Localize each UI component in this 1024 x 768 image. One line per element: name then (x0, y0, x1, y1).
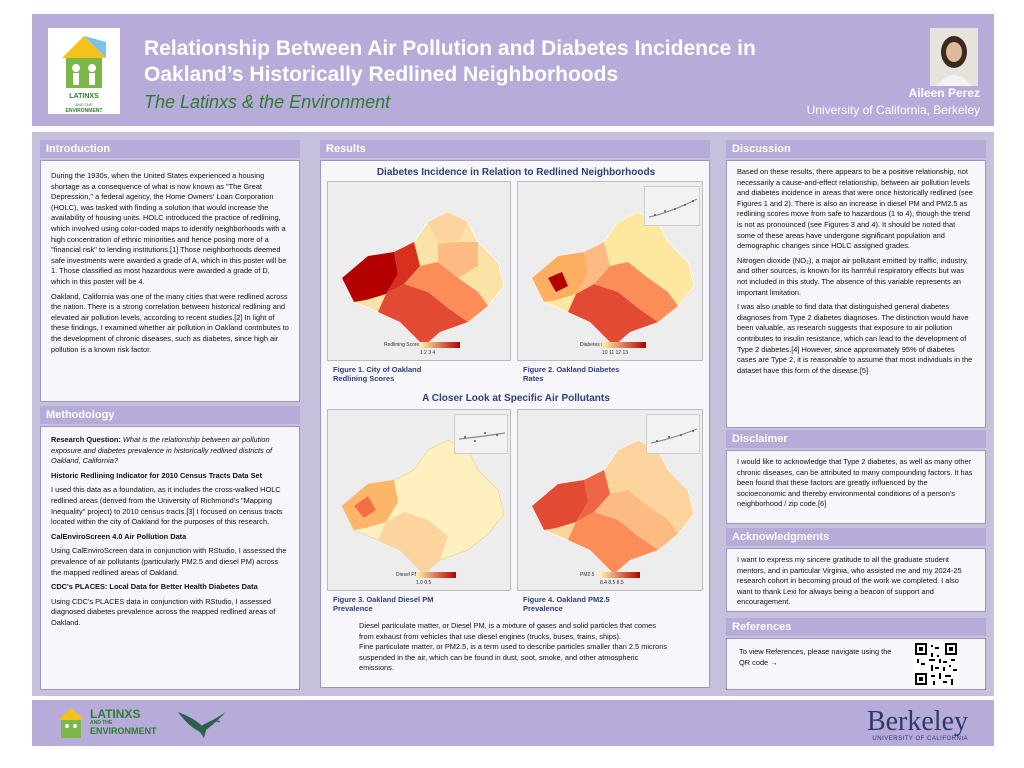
figure-1-map: Redlining Score 1 2 3 4 (327, 181, 511, 361)
figure-2-scatter-inset (644, 186, 700, 226)
berkeley-wordmark: Berkeley (866, 706, 968, 737)
introduction-panel: During the 1930s, when the United States… (40, 160, 300, 402)
methodology-subheading: CalEnviroScreen 4.0 Air Pollution Data (51, 531, 187, 541)
references-heading: References (726, 618, 986, 636)
methodology-heading: Methodology (40, 406, 300, 424)
figure-3-legend-title: Diesel PM (396, 572, 419, 578)
figure-3-legend-bar (416, 572, 456, 578)
latinxs-logo: LATINXS AND THE ENVIRONMENT (48, 28, 120, 114)
university-of-california-text: UNIVERSITY OF CALIFORNIA (872, 736, 968, 742)
author-name: Aileen Perez (908, 86, 980, 100)
footer-logo-line: ENVIRONMENT (90, 726, 157, 736)
footer-logo-icon (54, 704, 88, 742)
figure-3-map: Diesel PM 1.0 0.5 (327, 409, 511, 591)
figure-group-title: A Closer Look at Specific Air Pollutants (422, 393, 610, 404)
figure-2-map: Diabetes (%) 10 11 12 13 (517, 181, 703, 361)
figure-1-legend-ticks: 1 2 3 4 (420, 350, 436, 356)
figure-4-scatter-inset (646, 414, 700, 454)
methodology-paragraph: Using CalEnviroScreen data in conjunctio… (51, 546, 287, 577)
references-qr-code[interactable] (913, 641, 959, 687)
figure-4-legend-ticks: 8.4 8.5 8.5 (600, 580, 624, 586)
figure-group-title: Diabetes Incidence in Relation to Redlin… (376, 167, 656, 178)
figure-2-caption: Figure 2. Oakland Diabetes Rates (523, 365, 620, 383)
methodology-paragraph: I used this data as a foundation, as it … (51, 485, 283, 527)
discussion-paragraph: Based on these results, there appears to… (737, 167, 973, 251)
figure-1-legend-bar (420, 342, 460, 348)
acknowledgments-heading: Acknowledgments (726, 528, 986, 546)
results-heading: Results (320, 140, 710, 158)
hummingbird-logo (174, 704, 230, 742)
footer-logo-text: LATINXS AND THE ENVIRONMENT (90, 708, 157, 736)
author-photo (930, 28, 978, 86)
disclaimer-heading: Disclaimer (726, 430, 986, 448)
figure-2-legend-bar (602, 342, 646, 348)
results-panel: Diabetes Incidence in Relation to Redlin… (320, 160, 710, 688)
figure-4-map: PM2.5 8.4 8.5 8.5 (517, 409, 703, 591)
research-question-text: What is the relationship between air pol… (51, 435, 273, 466)
footer-logo-line: LATINXS (90, 707, 141, 721)
disclaimer-panel: I would like to acknowledge that Type 2 … (726, 450, 986, 524)
svg-text:LATINXS: LATINXS (69, 93, 99, 100)
acknowledgments-panel: I want to express my sincere gratitude t… (726, 548, 986, 612)
discussion-panel: Based on these results, there appears to… (726, 160, 986, 428)
figure-3-legend-ticks: 1.0 0.5 (416, 580, 432, 586)
poster-footer: LATINXS AND THE ENVIRONMENT Berkeley UNI… (32, 700, 994, 746)
figure-4-caption: Figure 4. Oakland PM2.5 Prevalence (523, 595, 610, 613)
figure-4-legend-title: PM2.5 (580, 572, 595, 578)
figure-3-caption: Figure 3. Oakland Diesel PM Prevalence (333, 595, 434, 613)
diesel-pm-note: Diesel particulate matter, or Diesel PM,… (359, 621, 656, 641)
author-affiliation: University of California, Berkeley (806, 103, 980, 117)
figure-1-caption: Figure 1. City of Oakland Redlining Scor… (333, 365, 422, 383)
results-notes: Diesel particulate matter, or Diesel PM,… (359, 621, 669, 678)
figure-2-legend-ticks: 10 11 12 13 (602, 350, 629, 356)
methodology-panel: Research Question: What is the relations… (40, 426, 300, 690)
disclaimer-paragraph: I would like to acknowledge that Type 2 … (737, 457, 973, 509)
poster-subtitle: The Latinxs & the Environment (144, 92, 391, 112)
poster-body: Introduction During the 1930s, when the … (32, 132, 994, 696)
introduction-heading: Introduction (40, 140, 300, 158)
poster-title: Relationship Between Air Pollution and D… (144, 37, 756, 86)
methodology-paragraph: Using CDC's PLACES data in conjunction w… (51, 596, 276, 627)
figure-1-legend-title: Redlining Score (384, 342, 420, 348)
methodology-subheading: Historic Redlining Indicator for 2010 Ce… (51, 470, 263, 480)
svg-text:ENVIRONMENT: ENVIRONMENT (66, 108, 103, 114)
figure-2-legend-title: Diabetes (%) (580, 342, 609, 348)
references-panel: To view References, please navigate usin… (726, 638, 986, 690)
introduction-paragraph: Oakland, California was one of the many … (51, 291, 289, 354)
methodology-subheading: CDC's PLACES: Local Data for Better Heal… (51, 582, 258, 592)
figure-4-legend-bar (600, 572, 640, 578)
references-text: To view References, please navigate usin… (739, 647, 892, 667)
discussion-paragraph: Nitrogen dioxide (NO₂), a major air poll… (737, 255, 968, 297)
discussion-paragraph: I was also unable to find data that dist… (737, 302, 973, 375)
pm25-note: Fine particulate matter, or PM2.5, is a … (359, 642, 668, 673)
acknowledgments-paragraph: I want to express my sincere gratitude t… (737, 555, 962, 607)
poster-header: LATINXS AND THE ENVIRONMENT Relationship… (32, 14, 994, 126)
research-question-label: Research Question: (51, 435, 121, 444)
discussion-heading: Discussion (726, 140, 986, 158)
figure-3-scatter-inset (454, 414, 508, 454)
svg-text:AND THE: AND THE (75, 102, 93, 107)
footer-logo-line: AND THE (90, 720, 113, 726)
introduction-paragraph: During the 1930s, when the United States… (51, 171, 287, 286)
